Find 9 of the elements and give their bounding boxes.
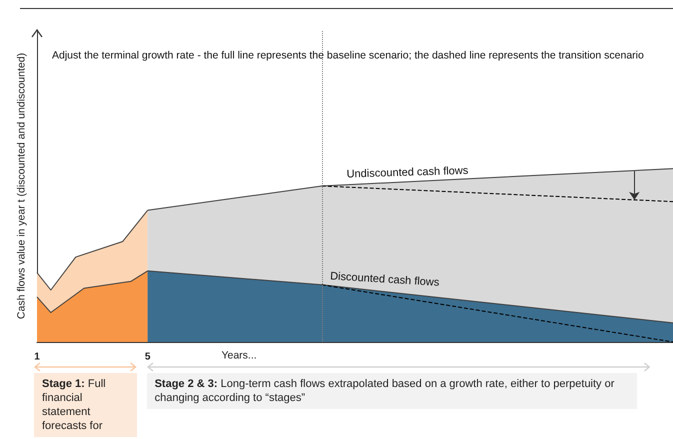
chart-title: Adjust the terminal growth rate - the full line represents the baseline scenario; the dashed line represents the transition scenario: [52, 50, 644, 62]
text: Stage 1: Full financial statement forecasts for: [34, 373, 137, 437]
text: Stage 2 & 3: Long-term cash flows extrapolated based on a growth rate, either to perpetuity or changing according to “stages”: [146, 373, 637, 409]
x-tick-label: 1: [34, 352, 40, 362]
annotation: Undiscounted cash flows: [346, 164, 469, 180]
annotation: Discounted cash flows: [330, 270, 440, 289]
x-tick-label: 5: [144, 352, 151, 362]
x-axis-title: Years...: [221, 350, 257, 362]
y-axis-title: Cash flows value in year t (discounted and undiscounted): [16, 52, 28, 320]
